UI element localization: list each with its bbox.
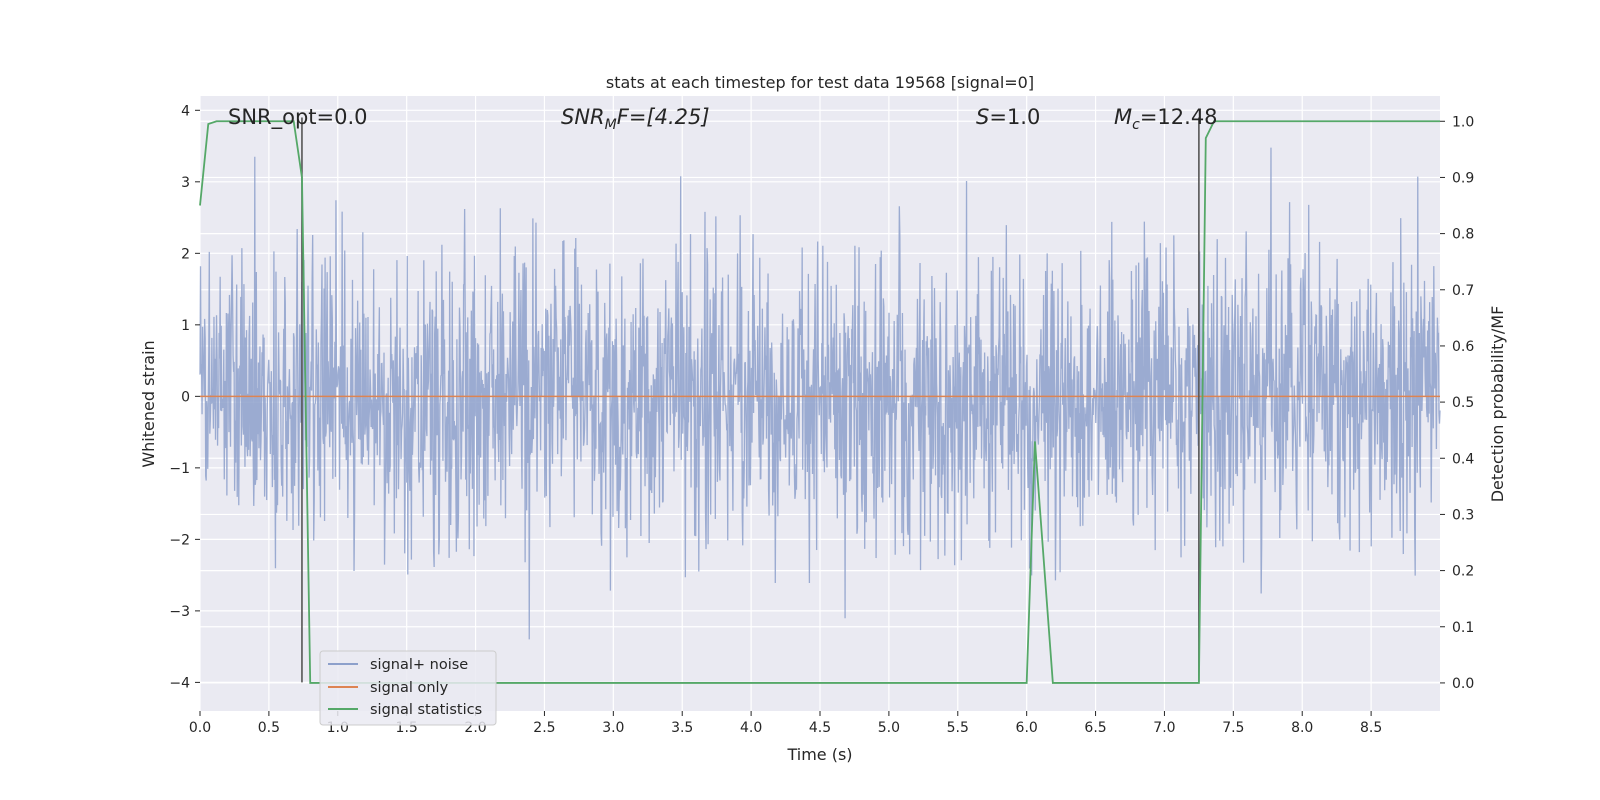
- y-tick-label-left: −4: [169, 675, 190, 691]
- x-tick-label: 7.0: [1153, 720, 1175, 736]
- x-axis-label: Time (s): [786, 745, 852, 764]
- y-tick-label-right: 0.6: [1452, 339, 1474, 355]
- y-tick-label-left: −1: [169, 461, 190, 477]
- y-tick-label-right: 0.8: [1452, 227, 1474, 243]
- y-tick-label-left: 3: [181, 175, 190, 191]
- y-tick-label-right: 0.9: [1452, 170, 1474, 186]
- x-tick-label: 6.0: [1016, 720, 1038, 736]
- legend-label-signal-only: signal only: [370, 680, 449, 696]
- x-tick-label: 4.0: [740, 720, 762, 736]
- x-tick-label: 8.5: [1360, 720, 1382, 736]
- y-tick-label-left: −2: [169, 532, 190, 548]
- x-tick-label: 0.0: [189, 720, 211, 736]
- y-axis-label-right: Detection probability/MF: [1488, 306, 1507, 503]
- x-tick-label: 7.5: [1222, 720, 1244, 736]
- series-signal-statistics: [199, 120, 1440, 684]
- y-tick-label-right: 0.3: [1452, 507, 1474, 523]
- y-tick-label-right: 0.2: [1452, 564, 1474, 580]
- y-tick-label-right: 0.4: [1452, 451, 1474, 467]
- x-tick-label: 6.5: [1084, 720, 1106, 736]
- y-tick-label-left: 4: [181, 103, 190, 119]
- y-tick-label-right: 0.7: [1452, 283, 1474, 299]
- x-tick-label: 5.5: [947, 720, 969, 736]
- x-tick-label: 3.5: [671, 720, 693, 736]
- annotation-snr-opt: SNR_opt=0.0: [228, 105, 368, 130]
- y-tick-label-left: 1: [181, 318, 190, 334]
- y-tick-label-left: −3: [169, 604, 190, 620]
- y-axis-label-left: Whitened strain: [139, 340, 158, 467]
- annotation-mc: Mc=12.48: [1114, 105, 1218, 133]
- chart-title: stats at each timestep for test data 195…: [606, 73, 1034, 92]
- y-tick-label-right: 0.1: [1452, 620, 1474, 636]
- series-signal-noise: [199, 147, 1441, 640]
- noise-trace: [199, 147, 1441, 640]
- legend-label-signal-statistics: signal statistics: [370, 702, 482, 718]
- legend: signal+ noise signal only signal statist…: [319, 650, 497, 726]
- x-tick-labels: 0.0 0.5 1.0 1.5 2.0 2.5 3.0 3.5 4.0 4.5 5.0 5.5 6.0 6…: [189, 711, 1382, 736]
- y-tick-labels-right: 1.0 0.9 0.8 0.7 0.6 0.5 0.4 0.3 0.2 0.1 0.0: [1440, 114, 1474, 692]
- x-tick-label: 4.5: [809, 720, 831, 736]
- x-tick-label: 5.0: [878, 720, 900, 736]
- annotation-snr-mf: SNRMF=[4.25]: [561, 105, 710, 133]
- x-tick-label: 3.0: [602, 720, 624, 736]
- annotation-s: S=1.0: [976, 105, 1040, 129]
- y-tick-label-right: 0.0: [1452, 676, 1474, 692]
- legend-box: [319, 650, 497, 726]
- y-tick-labels-left: 4 3 2 1 0 −1 −2 −3 −4: [169, 103, 200, 691]
- x-tick-label: 2.5: [533, 720, 555, 736]
- grid-y-right: [200, 120, 1440, 684]
- y-tick-label-right: 0.5: [1452, 395, 1474, 411]
- y-tick-label-left: 0: [181, 389, 190, 405]
- x-tick-label: 8.0: [1291, 720, 1313, 736]
- y-tick-label-left: 2: [181, 246, 190, 262]
- y-tick-label-right: 1.0: [1452, 114, 1474, 130]
- legend-label-signal-noise: signal+ noise: [370, 657, 468, 673]
- x-tick-label: 0.5: [258, 720, 280, 736]
